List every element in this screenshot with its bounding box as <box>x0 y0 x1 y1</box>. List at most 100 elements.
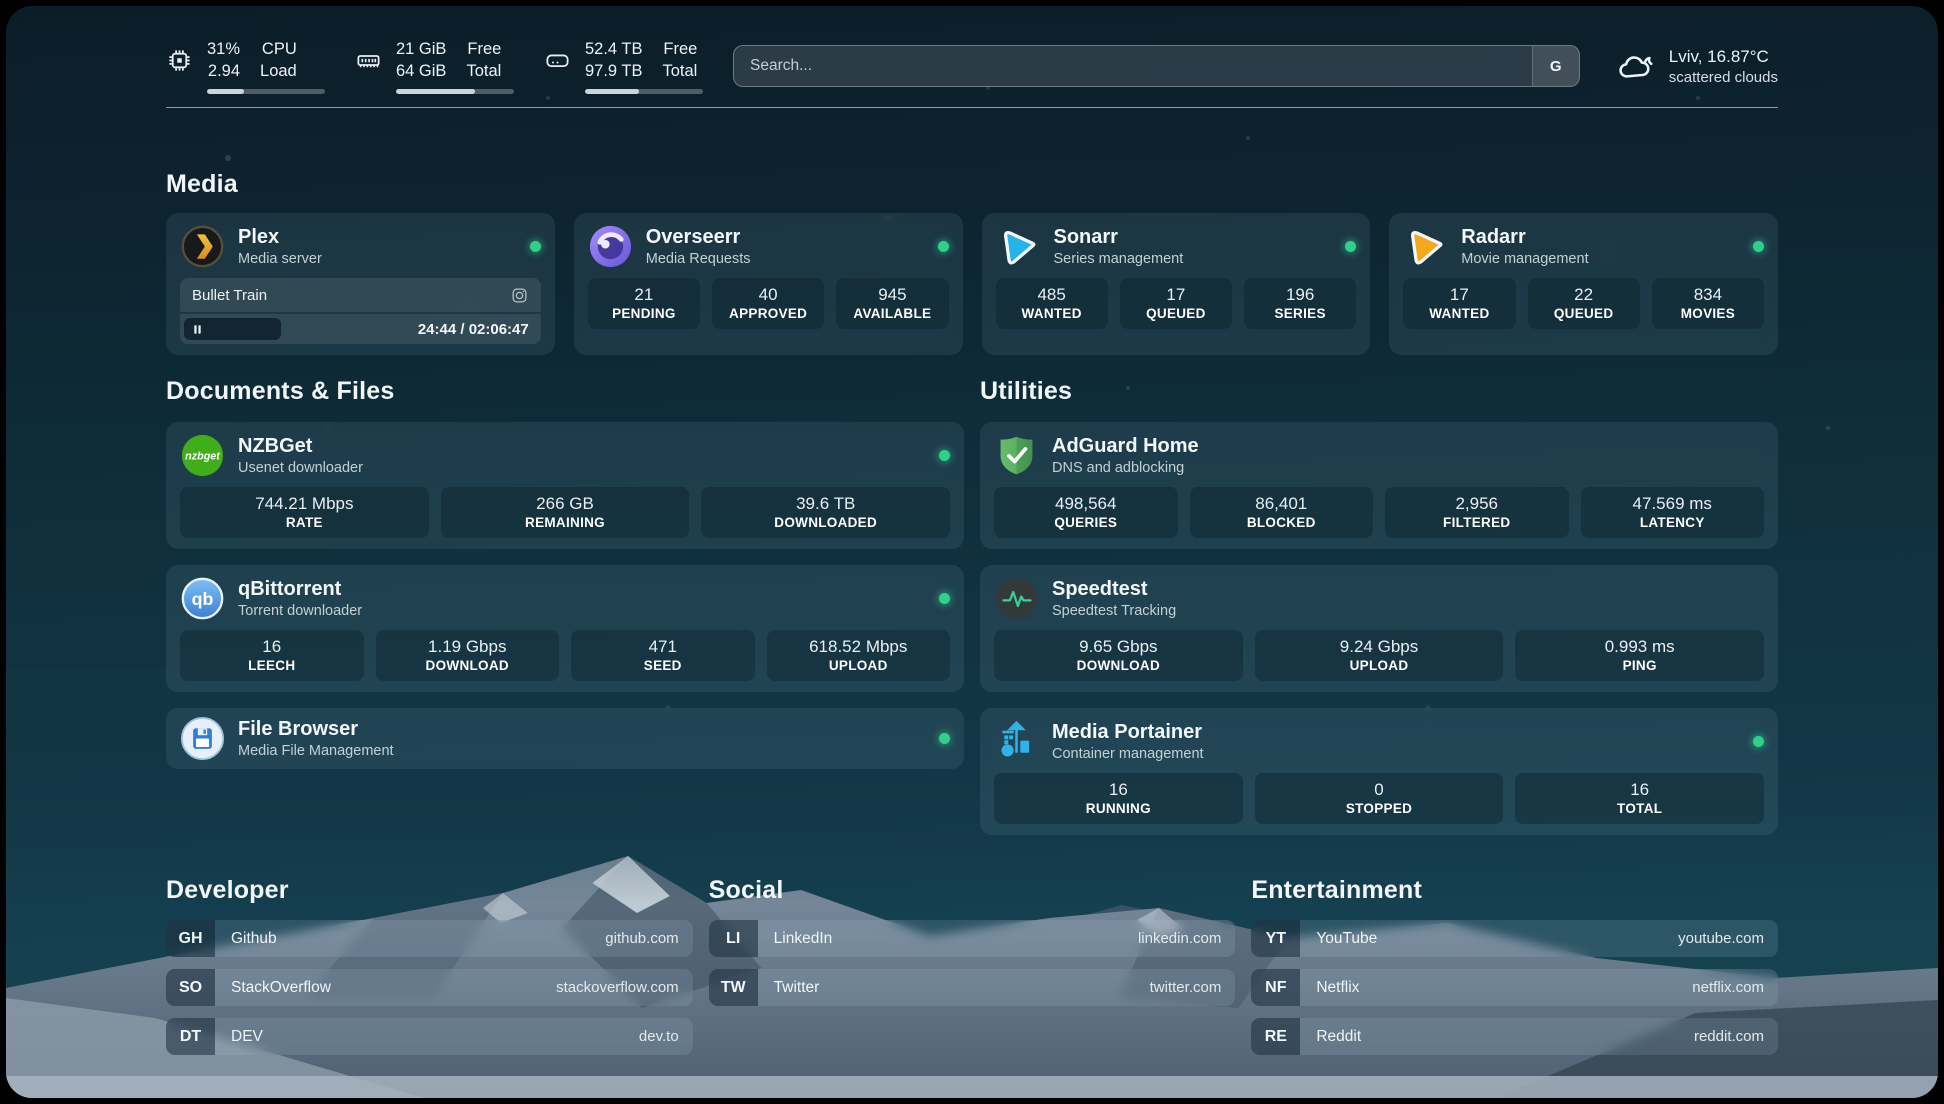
system-widget-memory: 21 GiB 64 GiB Free Total <box>355 38 514 94</box>
section-media: Media Plex Media server Bullet Train 24:44 … <box>166 170 1778 355</box>
stat-label: WANTED <box>1021 306 1082 321</box>
stat-value: 618.52 Mbps <box>809 637 908 656</box>
stat-tile: 1.19 Gbps DOWNLOAD <box>375 630 559 681</box>
widget-progress-fill <box>585 89 640 94</box>
bookmark-link-reddit[interactable]: RE Reddit reddit.com <box>1251 1018 1778 1055</box>
bookmark-link-youtube[interactable]: YT YouTube youtube.com <box>1251 920 1778 957</box>
stat-value: 40 <box>758 285 778 304</box>
bookmark-url: reddit.com <box>1693 1028 1764 1045</box>
service-card-overseerr[interactable]: Overseerr Media Requests 21 PENDING 40 APPROV… <box>573 213 963 355</box>
stat-value: 16 <box>262 637 282 656</box>
stat-value: 744.21 Mbps <box>255 494 354 513</box>
stat-tiles: 17 WANTED 22 QUEUED 834 MOVIES <box>1403 278 1764 329</box>
utilities-stack: AdGuard Home DNS and adblocking 498,564 QUE… <box>980 422 1778 835</box>
stat-tiles: 744.21 Mbps RATE 266 GB REMAINING 39.6 TB DOW… <box>180 487 951 538</box>
bookmark-link-dev[interactable]: DT DEV dev.to <box>166 1018 693 1055</box>
stat-tile: 9.65 Gbps DOWNLOAD <box>994 630 1243 681</box>
now-playing-title: Bullet Train <box>192 286 268 304</box>
section-title-developer: Developer <box>166 876 289 904</box>
bookmark-link-netflix[interactable]: NF Netflix netflix.com <box>1251 969 1778 1006</box>
service-card-nzbget[interactable]: nzbget NZBGet Usenet downloader 744.21 Mbps… <box>166 422 964 549</box>
sonarr-icon <box>996 224 1041 269</box>
stat-tile: 47.569 ms LATENCY <box>1580 487 1764 538</box>
bookmark-link-github[interactable]: GH Github github.com <box>166 920 693 957</box>
search-input[interactable] <box>734 46 1532 86</box>
pause-button[interactable] <box>184 318 281 340</box>
bookmark-abbr: NF <box>1251 969 1301 1006</box>
service-title: NZBGet <box>238 434 313 457</box>
bookmark-link-linkedin[interactable]: LI LinkedIn linkedin.com <box>708 920 1236 957</box>
stat-label: LATENCY <box>1639 515 1705 530</box>
stat-value: 196 <box>1285 285 1315 304</box>
widget-label: Total <box>466 62 502 80</box>
stat-tile: 21 PENDING <box>587 278 700 329</box>
widget-progress-bar <box>207 89 325 94</box>
stat-tiles: 16 LEECH 1.19 Gbps DOWNLOAD 471 SEED 618.52 Mb… <box>180 630 950 681</box>
section-utilities: Utilities AdGuard Home DNS and adblocking… <box>980 377 1778 835</box>
stat-tile: 471 SEED <box>571 630 755 681</box>
stat-label: SEED <box>643 658 682 673</box>
playback-progress-row: 24:44 / 02:06:47 <box>180 314 541 344</box>
widget-progress-bar <box>585 89 703 94</box>
bookmark-name: YouTube <box>1316 929 1378 947</box>
stat-label: WANTED <box>1429 306 1490 321</box>
portainer-icon <box>994 719 1039 764</box>
bookmark-url: netflix.com <box>1692 979 1764 996</box>
service-title: Media Portainer <box>1052 720 1203 743</box>
service-card-portainer[interactable]: Media Portainer Container management 16 RUN… <box>980 708 1778 835</box>
service-title: Plex <box>238 225 280 248</box>
service-card-plex[interactable]: Plex Media server Bullet Train 24:44 / 02:0… <box>166 213 555 355</box>
stat-tile: 0 STOPPED <box>1254 773 1504 824</box>
stat-label: DOWNLOAD <box>425 658 509 673</box>
service-title: Radarr <box>1461 225 1526 248</box>
widget-label: Free <box>663 40 698 58</box>
stat-value: 9.24 Gbps <box>1339 637 1419 656</box>
service-card-speedtest[interactable]: Speedtest Speedtest Tracking 9.65 Gbps DOWN… <box>980 565 1778 692</box>
service-card-filebrowser[interactable]: File Browser Media File Management <box>166 708 964 769</box>
svg-text:nzbget: nzbget <box>185 451 220 463</box>
stat-tile: 16 LEECH <box>180 630 364 681</box>
stat-value: 47.569 ms <box>1632 494 1712 513</box>
stat-value: 86,401 <box>1255 494 1308 513</box>
service-title: Speedtest <box>1052 577 1148 600</box>
radarr-icon <box>1403 224 1448 269</box>
widget-value: 31% <box>207 40 241 58</box>
stat-value: 0 <box>1374 780 1384 799</box>
bookmark-url: github.com <box>605 930 679 947</box>
stat-tile: 17 WANTED <box>1403 278 1516 329</box>
bookmark-list: YT YouTube youtube.com NF Netflix netflix.com… <box>1251 920 1778 1055</box>
service-card-sonarr[interactable]: Sonarr Series management 485 WANTED 17 QUEUED… <box>981 213 1371 355</box>
stat-label: DOWNLOAD <box>1076 658 1161 673</box>
service-subtitle: Media server <box>238 250 322 267</box>
status-online-dot <box>1345 241 1357 252</box>
overseerr-icon <box>588 224 633 269</box>
stat-tile: 618.52 Mbps UPLOAD <box>766 630 950 681</box>
stat-tile: 498,564 QUERIES <box>994 487 1178 538</box>
stat-tile: 744.21 Mbps RATE <box>180 487 429 538</box>
stat-label: QUEUED <box>1553 306 1614 321</box>
service-subtitle: DNS and adblocking <box>1052 459 1185 476</box>
service-card-radarr[interactable]: Radarr Movie management 17 WANTED 22 QUEUED 83… <box>1389 213 1778 355</box>
service-card-qbittorrent[interactable]: qb qBittorrent Torrent downloader 16 LEECH 1.… <box>166 565 964 692</box>
bookmark-link-twitter[interactable]: TW Twitter twitter.com <box>708 969 1236 1006</box>
section-documents-files: Documents & Files nzbget NZBGet Usenet dow… <box>166 377 964 835</box>
stat-value: 39.6 TB <box>796 494 856 513</box>
bookmark-abbr: DT <box>166 1018 215 1055</box>
stat-tile: 945 AVAILABLE <box>836 278 949 329</box>
filebrowser-icon <box>180 716 225 761</box>
bookmark-link-stackoverflow[interactable]: SO StackOverflow stackoverflow.com <box>166 969 693 1006</box>
stat-value: 2,956 <box>1455 494 1499 513</box>
search-engine-button[interactable]: G <box>1531 46 1579 86</box>
stat-tile: 485 WANTED <box>995 278 1108 329</box>
stat-value: 266 GB <box>536 494 594 513</box>
service-subtitle: Series management <box>1053 250 1184 267</box>
stat-tile: 86,401 BLOCKED <box>1189 487 1373 538</box>
service-card-adguard[interactable]: AdGuard Home DNS and adblocking 498,564 QUE… <box>980 422 1778 549</box>
bookmark-abbr: LI <box>708 920 758 957</box>
stat-value: 485 <box>1037 285 1066 304</box>
stat-label: UPLOAD <box>828 658 888 673</box>
stat-value: 471 <box>648 637 677 656</box>
stat-tile: 9.24 Gbps UPLOAD <box>1254 630 1504 681</box>
bookmark-list: LI LinkedIn linkedin.com TW Twitter twitter.c… <box>708 920 1236 1006</box>
stat-label: MOVIES <box>1680 306 1736 321</box>
